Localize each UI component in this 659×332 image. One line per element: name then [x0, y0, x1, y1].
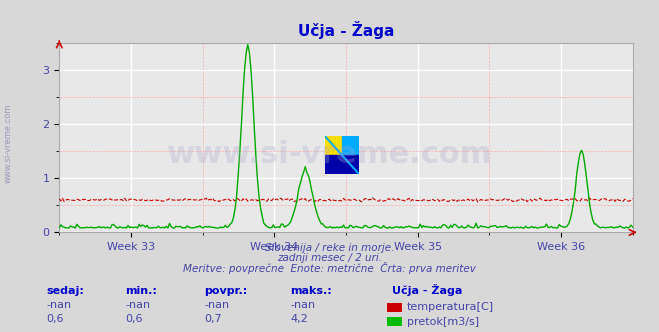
Title: Učja - Žaga: Učja - Žaga	[298, 21, 394, 39]
Text: Meritve: povprečne  Enote: metrične  Črta: prva meritev: Meritve: povprečne Enote: metrične Črta:…	[183, 262, 476, 274]
Bar	[387, 317, 402, 326]
Text: -nan: -nan	[46, 300, 71, 310]
Text: 0,6: 0,6	[125, 314, 143, 324]
Text: temperatura[C]: temperatura[C]	[407, 302, 494, 312]
Text: Slovenija / reke in morje.: Slovenija / reke in morje.	[265, 243, 394, 253]
Bar	[325, 155, 359, 174]
Bar	[342, 136, 359, 155]
Text: -nan: -nan	[204, 300, 229, 310]
Bar	[325, 136, 342, 155]
Text: povpr.:: povpr.:	[204, 286, 248, 296]
Text: www.si-vreme.com: www.si-vreme.com	[3, 103, 13, 183]
Text: 0,6: 0,6	[46, 314, 64, 324]
Text: min.:: min.:	[125, 286, 157, 296]
Text: -nan: -nan	[125, 300, 150, 310]
Text: 4,2: 4,2	[290, 314, 308, 324]
Text: 0,7: 0,7	[204, 314, 222, 324]
Text: www.si-vreme.com: www.si-vreme.com	[167, 140, 492, 169]
Text: zadnji mesec / 2 uri.: zadnji mesec / 2 uri.	[277, 253, 382, 263]
Text: -nan: -nan	[290, 300, 315, 310]
Bar	[387, 303, 402, 312]
Text: sedaj:: sedaj:	[46, 286, 84, 296]
Text: Učja - Žaga: Učja - Žaga	[392, 284, 463, 296]
Text: maks.:: maks.:	[290, 286, 331, 296]
Text: pretok[m3/s]: pretok[m3/s]	[407, 317, 478, 327]
